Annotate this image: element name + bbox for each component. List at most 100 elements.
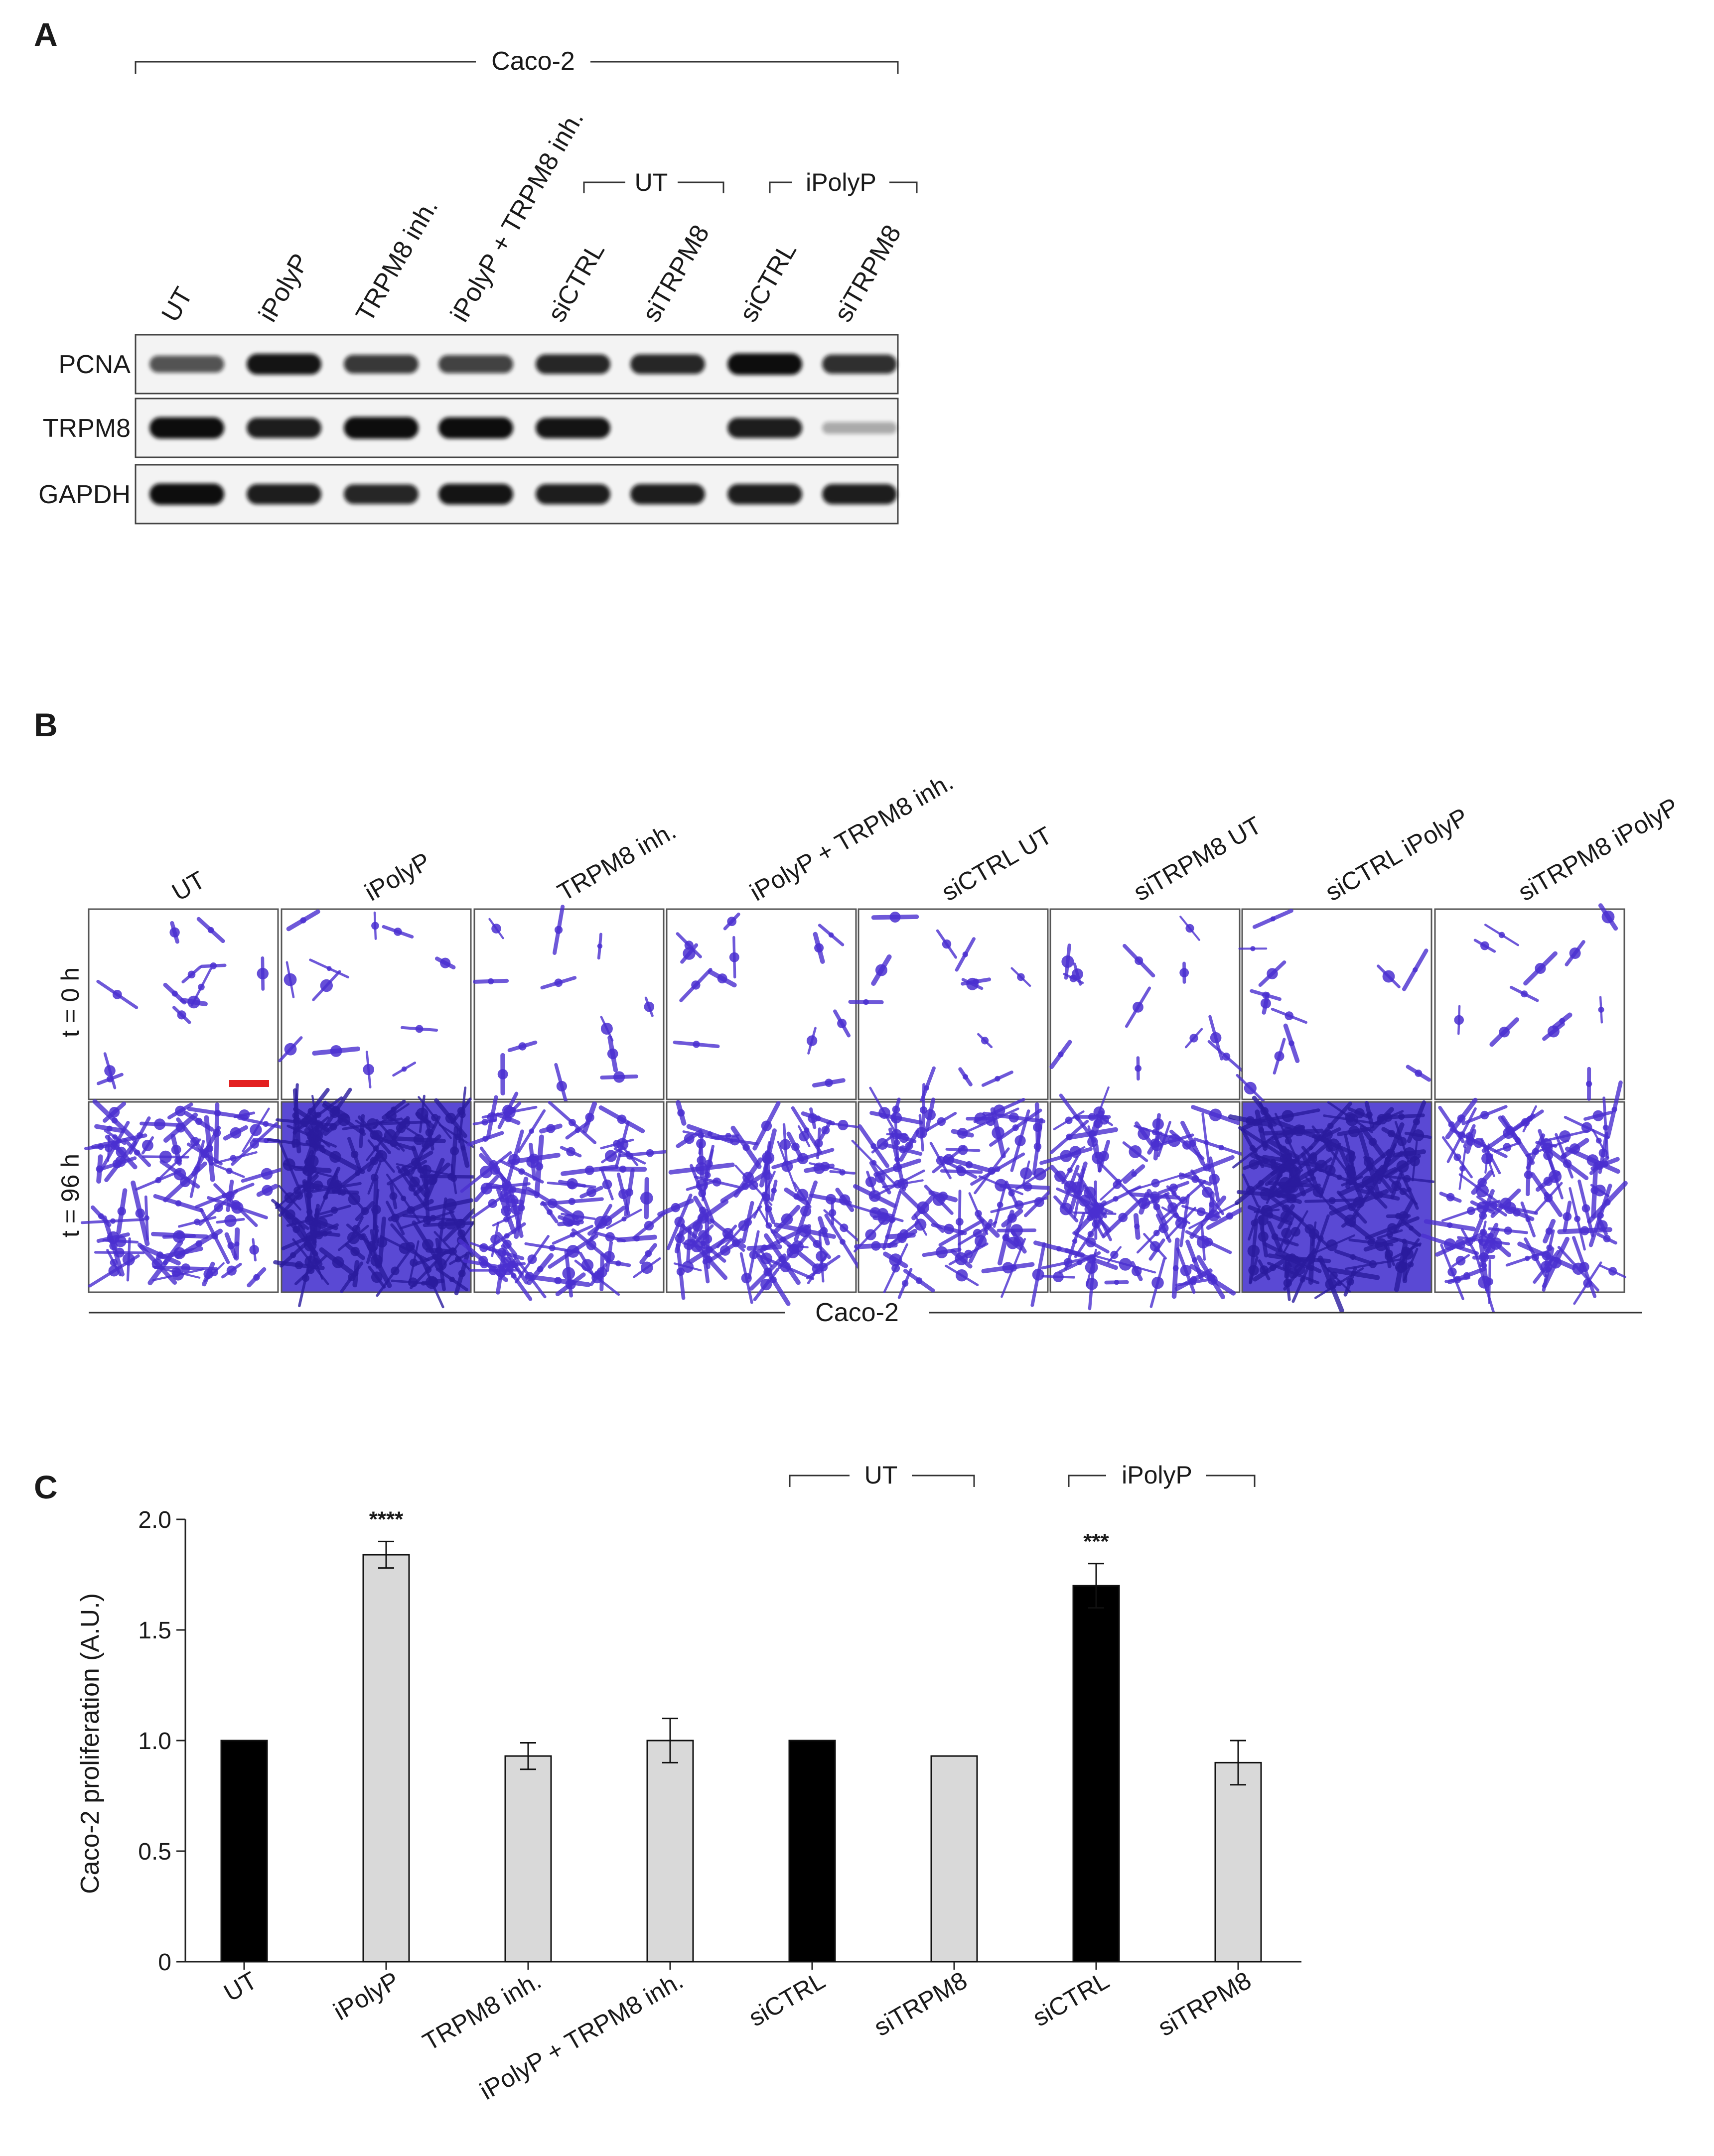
group-ipolyp-bracket	[769, 181, 918, 193]
lane-label: siTRPM8	[829, 220, 907, 327]
bar	[220, 1740, 268, 1963]
blot-band	[822, 422, 897, 434]
error-bar	[378, 1540, 394, 1569]
lane-label: siCTRL	[734, 238, 802, 327]
micrograph-tile	[657, 1100, 865, 1306]
micrograph-column-labels: UT iPolyP TRPM8 inh. iPolyP + TRPM8 inh.siC…	[167, 768, 1684, 907]
micrograph-column-label: siCTRL UT	[937, 821, 1057, 906]
micrograph-column-label: TRPM8 inh.	[553, 816, 681, 906]
micrograph-tile	[278, 908, 472, 1100]
micrograph-tile	[80, 1099, 294, 1293]
proliferation-bar-chart: 00.51.01.52.0UT****iPolyP TRPM8 inh.iPoly…	[138, 1507, 1301, 2105]
chart-group-ipolyp-label: iPolyP	[1122, 1461, 1192, 1489]
blot-band	[438, 355, 513, 374]
blot-band	[630, 484, 705, 505]
x-tick-label: siTRPM8	[869, 1966, 972, 2041]
micrograph-tile	[847, 1083, 1065, 1307]
y-tick-label: 1.0	[138, 1728, 171, 1754]
significance-marker: ***	[1083, 1529, 1109, 1554]
blot-protein-label: TRPM8	[43, 414, 131, 443]
cell-line-label: Caco-2	[491, 47, 575, 76]
x-tick-label: siTRPM8	[1153, 1966, 1256, 2041]
micrograph-tile	[1434, 903, 1625, 1101]
micrograph-tile	[848, 908, 1049, 1110]
x-tick-label: siCTRL	[1028, 1966, 1114, 2032]
x-tick-label: iPolyP	[329, 1966, 404, 2025]
blot-band	[438, 417, 513, 439]
lane-label: UT	[156, 282, 198, 327]
group-ut-label: UT	[635, 168, 668, 196]
lane-labels: UT iPolyP TRPM8 inh. iPolyP + TRPM8 inh.siC…	[156, 106, 907, 327]
bar	[1072, 1585, 1120, 1963]
bar	[646, 1740, 694, 1963]
panel-a: A Caco-2 UT iPolyP UT iPolyP TRPM8 inh. iPo…	[34, 16, 918, 525]
x-tick-label: TRPM8 inh.	[418, 1966, 546, 2056]
group-ipolyp-label: iPolyP	[806, 168, 876, 196]
chart-y-axis-label: Caco-2 proliferation (A.U.)	[76, 1593, 105, 1894]
lane-label: TRPM8 inh.	[350, 194, 443, 327]
error-bar	[662, 1718, 678, 1763]
lane-label: iPolyP	[253, 249, 315, 327]
row-label-0h: t = 0 h	[56, 967, 84, 1037]
blot-band	[344, 355, 419, 374]
error-bar	[1088, 1563, 1104, 1609]
micrograph-column-label: siTRPM8 UT	[1129, 811, 1267, 907]
panel-b: B UT iPolyP TRPM8 inh. iPolyP + TRPM8 inh.s…	[34, 706, 1683, 1327]
lane-label: siTRPM8	[637, 220, 715, 327]
error-bar	[1230, 1740, 1246, 1786]
x-tick-label: siCTRL	[744, 1966, 830, 2032]
blot-band	[247, 354, 321, 375]
blot-band	[149, 417, 224, 439]
chart-group-ipolyp-bracket	[1068, 1475, 1256, 1487]
micrograph-tile	[666, 908, 857, 1100]
blot-band	[149, 483, 224, 505]
micrograph-tile	[1049, 908, 1245, 1100]
micrograph-tile	[458, 1091, 682, 1301]
micrograph-column-label: iPolyP	[360, 847, 435, 906]
blot-band	[247, 417, 321, 438]
bar	[788, 1740, 836, 1963]
chart-group-ut-bracket	[789, 1475, 975, 1487]
micrograph-tile	[1236, 908, 1432, 1102]
blot-band	[149, 355, 224, 373]
micrograph-column-label: iPolyP + TRPM8 inh.	[745, 768, 958, 907]
micrograph-tile	[1228, 1095, 1435, 1313]
micrograph-tile	[473, 905, 665, 1109]
blot-band	[536, 484, 610, 505]
blot-band	[536, 354, 610, 374]
lane-label: siCTRL	[542, 238, 610, 327]
x-tick-label: UT	[219, 1966, 262, 2007]
blot-protein-label: PCNA	[59, 350, 131, 379]
significance-marker: ****	[369, 1507, 404, 1531]
y-tick-label: 1.5	[138, 1617, 171, 1644]
bar	[362, 1554, 410, 1963]
micrograph-tile	[267, 1083, 483, 1309]
bar	[930, 1755, 978, 1963]
blot-band	[630, 354, 705, 374]
blot-band	[727, 484, 802, 505]
chart-group-ut-label: UT	[864, 1461, 898, 1489]
panel-b-cell-line: Caco-2	[815, 1298, 899, 1327]
micrograph-tile	[1421, 1080, 1628, 1313]
blot-band	[344, 484, 419, 504]
micrograph-tile	[1033, 1086, 1253, 1311]
row-label-96h: t = 96 h	[56, 1154, 84, 1237]
blot-protein-label: GAPDH	[38, 480, 131, 509]
panel-b-label: B	[34, 706, 58, 743]
micrograph-grid	[80, 903, 1628, 1313]
panel-c: C UT iPolyP Caco-2 proliferation (A.U.) …	[34, 1461, 1301, 2105]
blot-band	[727, 353, 802, 375]
scale-bar	[229, 1080, 269, 1087]
blot-band	[247, 484, 321, 505]
blot-band	[438, 484, 513, 505]
blot-band	[536, 417, 610, 438]
micrograph-column-label: siTRPM8 iPolyP	[1514, 792, 1684, 906]
western-blots: PCNA TRPM8 GAPDH	[38, 334, 899, 525]
y-tick-label: 0	[158, 1949, 171, 1976]
error-bar	[520, 1742, 536, 1770]
bar	[504, 1755, 552, 1963]
cell-line-bracket	[135, 61, 899, 74]
micrograph-column-label: UT	[167, 866, 210, 907]
micrograph-tile	[88, 908, 279, 1100]
